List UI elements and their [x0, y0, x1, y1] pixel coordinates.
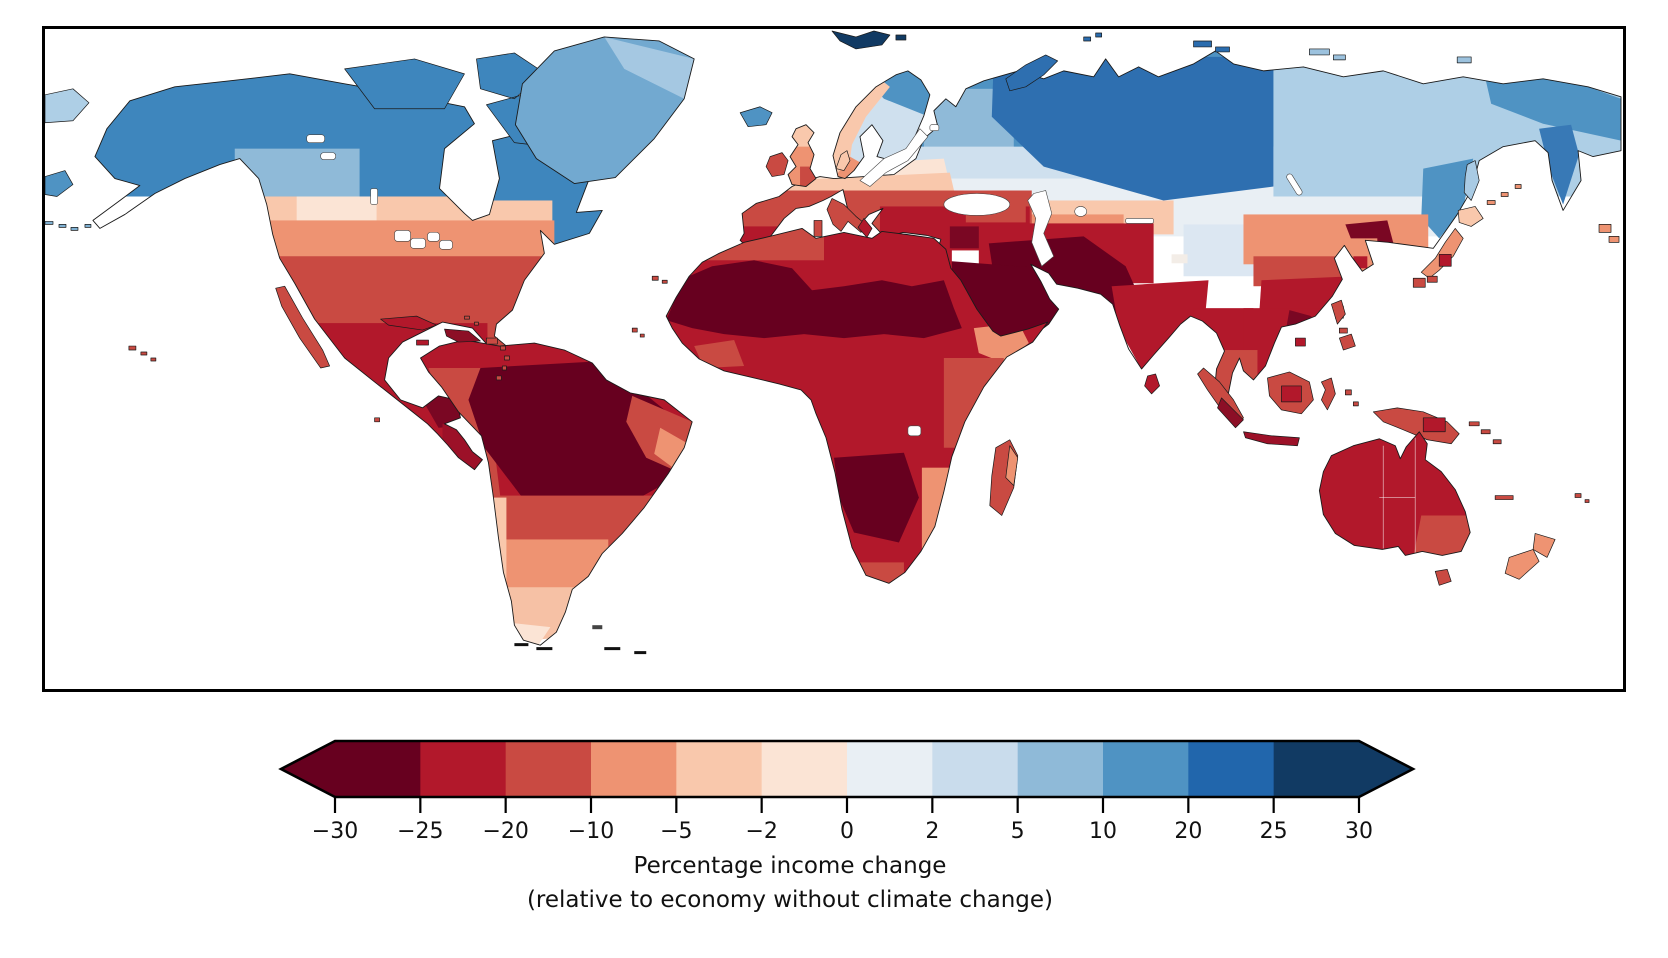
world-choropleth-map: [45, 30, 1622, 655]
colorbar-tick-label: −25: [397, 819, 443, 844]
black-sea: [943, 193, 1011, 216]
colorbar-tick-label: 30: [1345, 819, 1373, 844]
great-slave-lake: [320, 152, 336, 160]
novaya-zemlya: [1005, 54, 1059, 92]
svalbard: [831, 30, 891, 50]
hispaniola: [444, 328, 481, 343]
ireland: [765, 152, 789, 177]
colorbar-tick-label: −5: [660, 819, 692, 844]
cuba: [380, 315, 437, 331]
colorbar-over-arrow: [1359, 741, 1413, 797]
madagascar-east: [1005, 445, 1019, 486]
island-specks: [45, 88, 1620, 655]
australia-state-borders: [1379, 437, 1416, 556]
new-caledonia: [1494, 495, 1514, 500]
great-bear-lake: [306, 134, 325, 143]
sulawesi: [1321, 377, 1336, 411]
arctic-island-specks: [831, 30, 1472, 92]
colorbar-segment: [1017, 741, 1104, 797]
java: [1243, 431, 1300, 447]
sakhalin: [1463, 160, 1480, 201]
colorbar-segment: [335, 741, 421, 797]
colorbar-segment: [847, 741, 933, 797]
italy: [826, 198, 868, 233]
colorbar-segment: [932, 741, 1019, 797]
colorbar-tick-label: 20: [1174, 819, 1202, 844]
lake-erie-ontario: [439, 240, 453, 250]
asian-islands: [1144, 184, 1522, 447]
colorbar-segment: [591, 741, 677, 797]
baja-california: [275, 285, 330, 369]
tasmania: [1434, 569, 1452, 586]
colorbar-segment: [676, 741, 763, 797]
map-frame: [42, 26, 1626, 692]
colorbar-segment: [420, 741, 507, 797]
lake-michigan: [410, 238, 426, 249]
colorbar-tick-label: 2: [925, 819, 939, 844]
hokkaido: [1457, 206, 1484, 227]
colorbar-segment: [505, 741, 592, 797]
lake-victoria: [907, 425, 922, 437]
mindanao: [1339, 333, 1356, 351]
aral-sea: [1074, 206, 1087, 217]
lake-ladoga: [929, 124, 940, 131]
lake-huron: [427, 232, 440, 242]
colorbar-under-arrow: [281, 741, 335, 797]
colorbar-label-line2: (relative to economy without climate cha…: [526, 887, 1054, 913]
colorbar-tick-label: −2: [745, 819, 777, 844]
colorbar-tick-label: −30: [312, 819, 358, 844]
denmark: [835, 150, 851, 171]
colorbar: −30 −25 −20 −10 −5 −2 0 2 5 10 20 25 30: [278, 739, 1416, 844]
kyushu: [1412, 277, 1426, 288]
lake-superior: [394, 230, 411, 242]
lake-balkhash: [1125, 218, 1154, 224]
region-south-america: [420, 340, 693, 646]
colorbar-tick-label: 10: [1089, 819, 1117, 844]
colorbar-tick-label: 0: [840, 819, 854, 844]
colorbar-tick-label: 5: [1011, 819, 1025, 844]
luzon: [1331, 299, 1346, 325]
baltic-sea: [859, 128, 929, 187]
colorbar-tick-label: 25: [1260, 819, 1288, 844]
new-zealand-south: [1504, 549, 1540, 580]
colorbar-segment: [761, 741, 848, 797]
colorbar-segment: [1103, 741, 1189, 797]
new-guinea: [1372, 407, 1460, 445]
caspian-sea: [1027, 190, 1055, 267]
shikoku: [1426, 275, 1438, 283]
iceland: [739, 106, 773, 128]
colorbar-tick-label: −10: [568, 819, 614, 844]
hainan: [1295, 337, 1306, 347]
region-australia: [1319, 431, 1471, 556]
lake-baikal: [1286, 173, 1303, 196]
colorbar-label: Percentage income change (relative to ec…: [290, 849, 1290, 917]
sri-lanka: [1144, 373, 1160, 395]
lake-winnipeg: [370, 188, 378, 205]
new-zealand-north: [1532, 533, 1556, 558]
colorbar-segment: [1188, 741, 1275, 797]
colorbar-segment: [1273, 741, 1360, 797]
lakes-and-inland-seas: [306, 124, 1303, 437]
sardinia: [813, 220, 823, 237]
colorbar-tick-label: −20: [482, 819, 528, 844]
colorbar-label-line1: Percentage income change: [633, 853, 947, 879]
